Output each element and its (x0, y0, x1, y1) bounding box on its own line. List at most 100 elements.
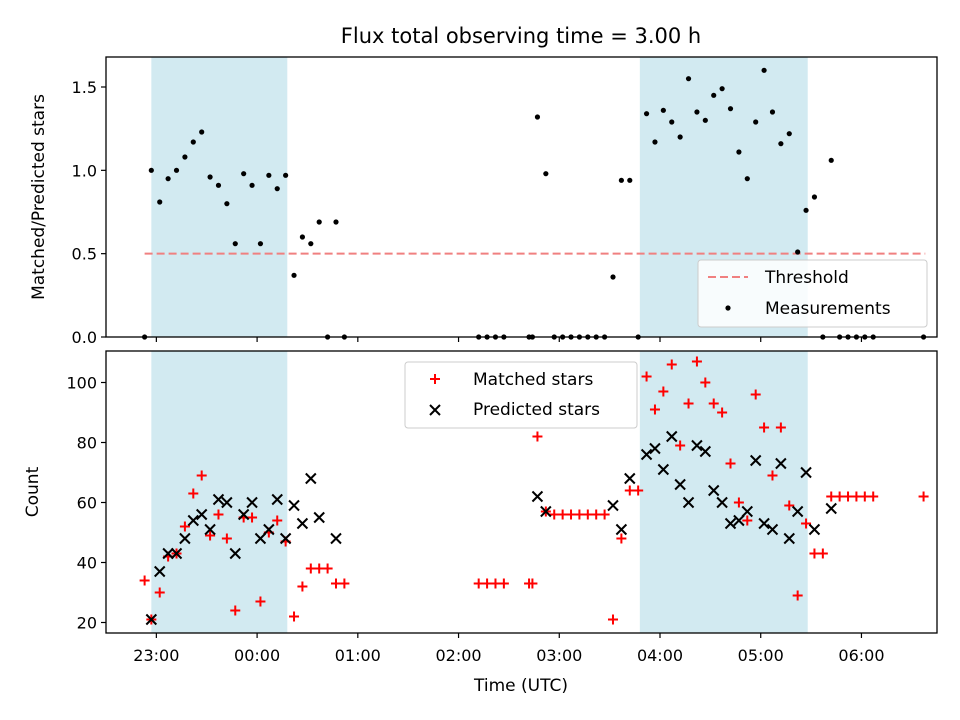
legend-swatch-measurements (725, 305, 731, 311)
data-point (291, 272, 297, 278)
data-point (199, 129, 205, 135)
data-point (761, 67, 767, 73)
legend-label-matched: Matched stars (473, 370, 593, 390)
data-point (702, 117, 708, 123)
data-point (195, 508, 208, 521)
data-point (330, 532, 342, 545)
top-y-axis-label: Matched/Predicted stars (29, 94, 49, 300)
data-point (674, 478, 686, 491)
data-point (582, 509, 593, 520)
data-point (643, 111, 650, 117)
data-point (633, 485, 644, 496)
axes-frame (105, 56, 938, 338)
legend-label-measurements: Measurements (765, 299, 891, 319)
data-point (786, 131, 792, 137)
data-point (825, 502, 837, 515)
data-point (490, 578, 501, 589)
bottom-panel: 20 40 60 80 100 23:00 00:00 01:00 02:00 03:00 04:0… (66, 350, 938, 665)
data-point (274, 186, 280, 192)
data-point (162, 547, 174, 560)
top-panel: 0.0 0.5 1.0 1.5 Threshold Measurements (72, 56, 938, 347)
data-point (708, 398, 719, 409)
data-point (716, 496, 728, 509)
data-point (800, 466, 812, 479)
data-point (246, 496, 258, 509)
y-tick-label: 1.0 (72, 161, 97, 180)
data-point (607, 614, 618, 625)
chart-title: Flux total observing time = 3.00 h (341, 24, 701, 48)
data-point (288, 499, 300, 512)
data-point (700, 377, 711, 388)
plot-layer: 0.0 0.5 1.0 1.5 Threshold Measurements 20 40 60 8… (66, 56, 938, 665)
data-point (237, 508, 250, 521)
data-point (498, 578, 509, 589)
data-point (808, 523, 821, 536)
shaded-interval (151, 351, 288, 633)
data-point (801, 518, 812, 529)
data-point (283, 172, 289, 178)
legend-label-threshold: Threshold (764, 268, 849, 288)
x-tick-label: 23:00 (133, 646, 179, 665)
data-point (212, 493, 225, 506)
data-point (711, 92, 717, 98)
shaded-interval (151, 57, 288, 337)
data-point (791, 505, 804, 518)
data-point (660, 107, 666, 113)
legend-swatch-matched (430, 374, 440, 384)
data-point (691, 439, 703, 452)
data-point (531, 490, 544, 503)
data-point (221, 496, 233, 509)
data-point (543, 171, 549, 177)
data-point (691, 356, 702, 367)
data-point (618, 177, 624, 183)
data-point (532, 431, 543, 442)
data-point (717, 407, 728, 418)
data-point (205, 530, 216, 541)
data-point (657, 463, 670, 476)
data-point (652, 139, 658, 145)
data-point (157, 199, 163, 205)
x-axis-label: Time (UTC) (473, 676, 568, 696)
data-point (272, 515, 283, 526)
series-measurements (142, 67, 927, 340)
data-point (549, 509, 560, 520)
data-point (165, 176, 171, 182)
data-point (742, 515, 753, 526)
data-point (154, 565, 166, 578)
data-point (826, 491, 837, 502)
data-point (305, 563, 316, 574)
data-point (616, 533, 627, 544)
data-point (658, 386, 669, 397)
data-point (699, 445, 712, 458)
bottom-y-axis-label: Count (23, 466, 43, 517)
data-point (148, 167, 154, 173)
data-point (783, 532, 795, 545)
data-point (669, 119, 675, 125)
x-tick-label: 00:00 (234, 646, 280, 665)
data-point (725, 458, 736, 469)
data-point (187, 514, 200, 527)
data-point (289, 611, 300, 622)
data-point (182, 154, 188, 160)
y-tick-label: 1.5 (72, 78, 97, 97)
data-point (599, 509, 610, 520)
data-point (215, 182, 222, 188)
data-point (188, 488, 199, 499)
data-point (708, 484, 720, 497)
data-point (254, 532, 267, 545)
data-point (322, 563, 333, 574)
data-point (615, 523, 628, 536)
data-point (179, 521, 190, 532)
data-point (719, 86, 725, 92)
data-point (792, 590, 803, 601)
data-point (170, 547, 183, 560)
data-point (330, 578, 341, 589)
data-point (279, 532, 292, 545)
shaded-interval (639, 351, 808, 633)
data-point (766, 523, 779, 536)
y-tick-label: 0.0 (72, 328, 97, 347)
data-point (255, 596, 266, 607)
data-point (677, 134, 683, 140)
y-tick-label: 0.5 (72, 245, 97, 264)
data-point (213, 509, 224, 520)
